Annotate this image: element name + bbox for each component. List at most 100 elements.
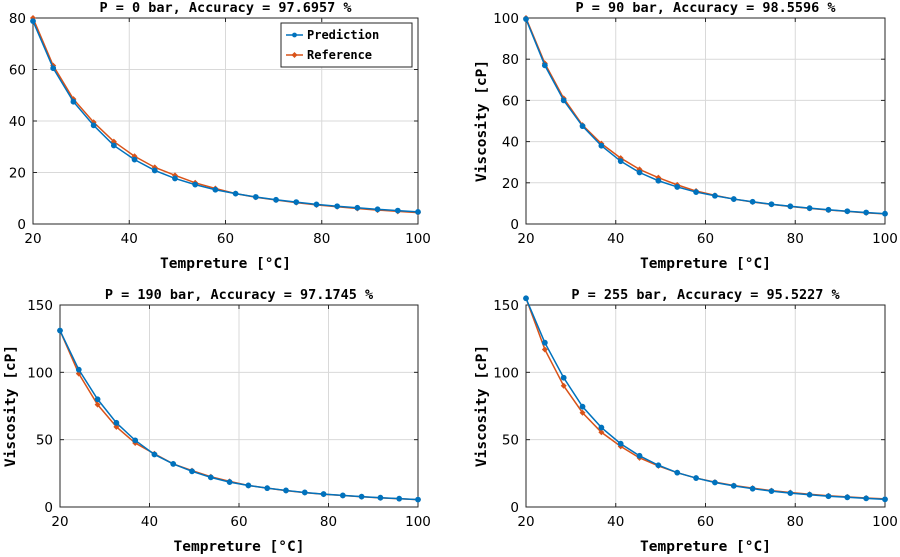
prediction-point [806, 205, 813, 212]
prediction-point [374, 206, 381, 213]
y-tick-label: 60 [502, 93, 519, 109]
subplot-3: 20 40 60 80 100 0 50 100 150 P = 190 bar, Accurac… [3, 287, 431, 555]
prediction-point [844, 494, 851, 501]
x-axis-label: Tempreture [°C] [174, 539, 305, 555]
legend-label-reference: Reference [307, 48, 372, 62]
y-tick-label: 20 [502, 176, 519, 192]
chart-title: P = 190 bar, Accuracy = 97.1745 % [105, 287, 374, 303]
y-axis-label: Viscosity [cP] [3, 345, 19, 467]
prediction-point [882, 210, 888, 217]
y-tick-label: 80 [9, 11, 26, 27]
prediction-point [674, 469, 681, 476]
y-tick-label: 80 [502, 52, 519, 68]
prediction-point [787, 203, 794, 210]
x-tick-label: 100 [405, 514, 431, 530]
prediction-point [560, 374, 567, 381]
prediction-point [110, 142, 117, 149]
prediction-point [674, 184, 681, 190]
prediction-point [377, 494, 384, 501]
prediction-point [415, 208, 421, 215]
reference-point [541, 346, 548, 353]
prediction-point [693, 189, 699, 195]
prediction-point [844, 208, 851, 215]
prediction-point [617, 440, 624, 447]
prediction-point [113, 419, 120, 426]
prediction-point [636, 169, 643, 176]
prediction-point [415, 496, 421, 503]
prediction-point [523, 16, 529, 22]
legend: Prediction Reference [280, 22, 413, 68]
prediction-point [806, 491, 813, 498]
reference-point [579, 409, 586, 416]
chart-title: P = 255 bar, Accuracy = 95.5227 % [571, 287, 840, 303]
prediction-point [232, 190, 239, 197]
x-axis-label: Tempreture [°C] [160, 256, 291, 272]
y-tick-label: 50 [502, 433, 519, 449]
reference-point [560, 382, 567, 389]
y-axis-label: Viscosity [cP] [474, 345, 490, 467]
prediction-point [655, 177, 662, 184]
prediction-point [301, 489, 308, 496]
series-line-prediction [525, 297, 886, 501]
x-tick-label: 80 [313, 231, 330, 247]
prediction-point [579, 403, 586, 410]
prediction-point [273, 196, 279, 203]
x-tick-label: 40 [607, 231, 624, 247]
prediction-point [560, 97, 567, 104]
prediction-point [320, 491, 327, 497]
prediction-point [358, 493, 365, 500]
reference-point [113, 423, 120, 430]
x-tick-label: 40 [141, 514, 158, 530]
prediction-point [598, 424, 605, 431]
y-tick-label: 0 [44, 500, 53, 516]
prediction-point [172, 175, 178, 182]
y-tick-label: 0 [510, 500, 519, 516]
x-tick-label: 20 [24, 231, 41, 247]
prediction-point [70, 98, 77, 105]
reference-point [598, 429, 605, 436]
prediction-point [334, 203, 341, 210]
prediction-point [617, 158, 624, 165]
prediction-point [313, 201, 320, 208]
y-axis-label: Viscosity [cP] [474, 60, 490, 182]
y-tick-label: 40 [502, 135, 519, 151]
prediction-point [579, 123, 586, 130]
prediction-point [131, 156, 138, 163]
prediction-point [598, 142, 605, 149]
x-tick-label: 80 [787, 231, 804, 247]
prediction-point [863, 209, 870, 216]
y-tick-label: 40 [9, 114, 26, 130]
prediction-point [132, 437, 139, 444]
legend-label-prediction: Prediction [307, 28, 379, 42]
series-line-prediction [32, 20, 419, 213]
prediction-point [192, 181, 199, 188]
prediction-point [57, 327, 63, 334]
legend-marker-reference [291, 52, 298, 58]
prediction-point [693, 475, 699, 481]
x-tick-label: 20 [51, 514, 68, 530]
prediction-point [396, 495, 403, 502]
y-tick-label: 100 [27, 365, 53, 381]
x-axis-label: Tempreture [°C] [640, 256, 771, 272]
prediction-point [749, 485, 756, 492]
prediction-point [30, 18, 36, 24]
x-tick-label: 80 [787, 514, 804, 530]
prediction-point [245, 482, 252, 489]
x-tick-label: 40 [121, 231, 138, 247]
chart-title: P = 0 bar, Accuracy = 97.6957 % [100, 0, 353, 16]
prediction-point [283, 487, 289, 494]
prediction-point [212, 186, 219, 193]
prediction-point [50, 65, 57, 72]
y-tick-label: 0 [510, 217, 519, 233]
series-line-prediction [59, 330, 419, 501]
prediction-point [730, 196, 737, 202]
prediction-point [75, 366, 82, 373]
legend-box [280, 22, 413, 68]
y-tick-label: 100 [493, 11, 519, 27]
subplot-4: 20 40 60 80 100 0 50 100 150 P = 255 bar, Accurac… [474, 287, 898, 555]
prediction-point [339, 492, 346, 499]
prediction-point [293, 199, 300, 206]
chart-title: P = 90 bar, Accuracy = 98.5596 % [575, 0, 836, 16]
